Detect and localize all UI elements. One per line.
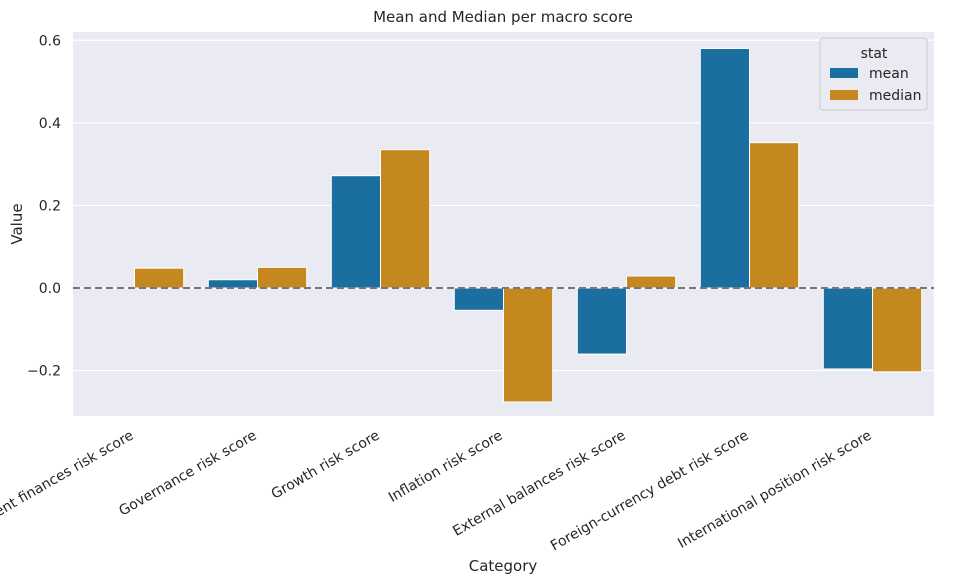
y-axis-label: Value	[8, 203, 26, 244]
bar-mean-5	[699, 48, 750, 289]
y-tick-label: 0.4	[39, 116, 61, 132]
bar-median-2	[380, 149, 431, 289]
x-tick-label: Government finances risk score	[0, 428, 137, 553]
bar-median-6	[872, 287, 923, 373]
y-tick-label: 0.6	[39, 33, 61, 49]
legend-swatch-median	[830, 90, 858, 100]
bar-mean-2	[330, 175, 381, 289]
bar-median-4	[626, 275, 677, 289]
x-tick-label: International position risk score	[675, 428, 874, 552]
bar-mean-3	[453, 287, 504, 311]
chart-title: Mean and Median per macro score	[373, 8, 633, 26]
legend-items: mean median	[830, 66, 921, 104]
x-axis-label: Category	[469, 557, 538, 575]
y-tick-label: −0.2	[27, 364, 61, 380]
x-tick-label: Foreign-currency debt risk score	[548, 428, 752, 555]
legend-label: mean	[869, 66, 909, 82]
y-tick-label: 0.0	[39, 281, 61, 297]
legend-swatch-mean	[830, 68, 858, 78]
x-tick-label: Governance risk score	[116, 428, 259, 520]
bars	[134, 48, 923, 403]
x-tick-label: Inflation risk score	[386, 428, 506, 506]
legend-label: median	[869, 88, 921, 104]
bar-median-1	[257, 266, 308, 289]
bar-median-0	[134, 267, 185, 289]
bar-median-3	[503, 287, 554, 403]
y-tick-label: 0.2	[39, 198, 61, 214]
bar-mean-4	[576, 287, 627, 355]
bar-median-5	[749, 142, 800, 289]
legend-title: stat	[861, 46, 888, 62]
x-axis-ticks: Government finances risk scoreGovernance…	[0, 428, 875, 555]
bar-mean-6	[822, 287, 873, 370]
x-tick-label: Growth risk score	[269, 428, 383, 503]
legend: stat mean median	[819, 37, 928, 111]
bar-mean-1	[207, 279, 259, 289]
y-axis-ticks: −0.2 0.0 0.2 0.4 0.6	[27, 33, 61, 379]
